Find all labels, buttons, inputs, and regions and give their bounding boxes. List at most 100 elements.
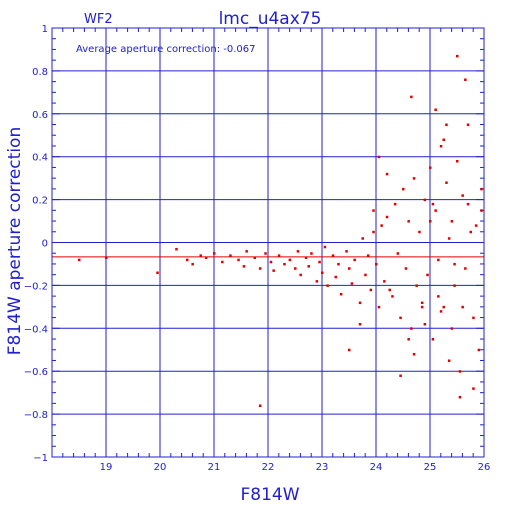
data-point: [78, 258, 81, 262]
data-point: [204, 256, 208, 260]
data-point: [350, 282, 354, 285]
data-point: [307, 265, 310, 268]
x-tick-label: 19: [100, 462, 113, 473]
data-point: [439, 144, 443, 148]
data-point: [377, 155, 381, 159]
x-tick-label: 20: [154, 462, 167, 473]
data-point: [372, 230, 375, 234]
data-point: [410, 327, 413, 330]
data-point: [453, 262, 456, 266]
data-point: [366, 254, 370, 257]
data-point: [318, 260, 321, 264]
data-point: [480, 187, 483, 191]
data-point: [461, 305, 464, 309]
data-point: [283, 262, 286, 266]
average-annotation: Average aperture correction: -0.067: [76, 44, 256, 55]
data-point: [404, 267, 408, 270]
data-point: [199, 254, 202, 257]
data-point: [296, 250, 300, 253]
data-point: [437, 258, 440, 262]
data-point: [423, 323, 427, 326]
axis-ticks: [51, 27, 485, 458]
y-tick-label: 1: [42, 24, 48, 35]
data-point: [288, 258, 292, 262]
y-tick-label: 0.2: [32, 196, 48, 207]
data-point: [393, 202, 397, 206]
data-point: [337, 262, 340, 266]
data-point: [434, 108, 437, 112]
data-point: [429, 220, 432, 223]
data-point: [396, 252, 400, 255]
data-point: [412, 353, 416, 356]
data-point: [375, 262, 378, 266]
data-point: [245, 250, 248, 253]
data-point: [323, 245, 327, 249]
y-tick-label: −1: [33, 453, 48, 464]
x-tick-label: 21: [208, 462, 221, 473]
data-point: [464, 78, 467, 81]
data-point: [445, 181, 448, 184]
data-point: [258, 404, 262, 408]
data-point: [364, 273, 367, 277]
data-point: [399, 316, 402, 320]
data-point: [334, 275, 337, 279]
data-point: [383, 280, 386, 283]
data-point: [321, 271, 324, 275]
x-tick-label: 23: [316, 462, 329, 473]
data-point: [461, 194, 464, 197]
corner-label: WF2: [84, 12, 113, 27]
data-point: [458, 395, 462, 399]
data-point: [415, 284, 418, 287]
data-point: [358, 323, 362, 326]
data-point: [472, 387, 475, 390]
data-point: [466, 202, 470, 206]
data-point: [221, 260, 224, 264]
data-point: [377, 305, 381, 309]
y-tick-label: 0.4: [32, 153, 48, 164]
data-point: [361, 237, 364, 240]
data-point: [420, 305, 424, 309]
data-point: [391, 295, 394, 298]
data-point: [358, 301, 362, 305]
data-point: [402, 187, 405, 191]
x-tick-label: 22: [262, 462, 275, 473]
data-point: [431, 202, 435, 206]
data-point: [105, 256, 108, 260]
data-point: [388, 288, 391, 292]
data-point: [407, 338, 410, 341]
y-axis-label: F814W aperture correction: [5, 127, 25, 355]
tick-labels: 19 20 21 22 23 24 25 26 −1 −0.8 −0.6 −0.4 −0.2 0 0.2 0.…: [24, 24, 491, 473]
data-point: [385, 215, 389, 219]
data-point: [299, 273, 302, 277]
data-point: [315, 280, 319, 283]
data-point: [447, 237, 451, 240]
x-tick-label: 24: [370, 462, 383, 473]
data-point: [423, 198, 427, 202]
data-point: [229, 254, 232, 257]
data-point: [348, 267, 351, 270]
y-tick-label: 0: [42, 239, 48, 250]
data-point: [186, 258, 189, 262]
data-point: [213, 252, 216, 255]
x-tick-label: 25: [424, 462, 437, 473]
data-point: [304, 256, 308, 260]
y-tick-label: 0.8: [32, 67, 48, 78]
data-point: [418, 230, 421, 234]
chart-title: lmc_u4ax75: [219, 9, 322, 29]
data-point: [450, 327, 454, 330]
data-point: [237, 258, 240, 262]
data-point: [447, 359, 451, 362]
data-point: [445, 123, 448, 127]
data-point: [466, 123, 470, 127]
data-point: [372, 209, 375, 212]
y-tick-label: −0.6: [24, 367, 48, 378]
data-point: [339, 292, 343, 296]
data-point: [420, 301, 424, 305]
data-point: [453, 284, 456, 287]
plot-frame: [51, 27, 485, 458]
data-point: [434, 209, 437, 212]
data-point: [456, 159, 459, 163]
y-tick-label: −0.4: [24, 324, 48, 335]
